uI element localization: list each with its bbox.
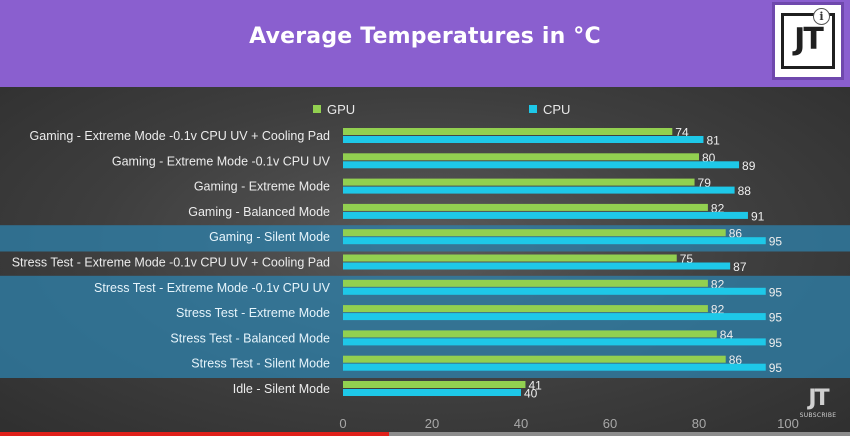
- x-tick-label: 60: [603, 416, 617, 431]
- bar-cpu: [343, 136, 704, 143]
- data-label: 41: [528, 379, 542, 393]
- data-label: 95: [769, 285, 783, 299]
- bar-cpu: [343, 338, 766, 346]
- bar-gpu: [343, 128, 673, 135]
- video-progress-bar[interactable]: [0, 432, 850, 436]
- x-tick-label: 0: [339, 416, 346, 431]
- info-icon[interactable]: i: [813, 8, 830, 25]
- watermark-logo-text: JT: [808, 386, 829, 411]
- bar-gpu: [343, 355, 726, 363]
- bar-gpu: [343, 279, 708, 287]
- category-label: Gaming - Extreme Mode: [194, 180, 330, 194]
- legend-label: CPU: [543, 102, 570, 117]
- bar-gpu: [343, 229, 726, 237]
- x-tick-label: 100: [777, 416, 799, 431]
- category-label: Gaming - Balanced Mode: [188, 205, 330, 219]
- category-label: Stress Test - Silent Mode: [191, 357, 330, 371]
- bar-gpu: [343, 203, 708, 211]
- legend-swatch: [313, 105, 321, 113]
- data-label: 88: [738, 184, 752, 198]
- category-label: Stress Test - Balanced Mode: [170, 331, 330, 345]
- data-label: 40: [524, 387, 538, 401]
- category-label: Gaming - Silent Mode: [209, 230, 330, 244]
- legend-swatch: [529, 105, 537, 113]
- category-label: Idle - Silent Mode: [233, 382, 330, 396]
- bar-gpu: [343, 178, 695, 186]
- x-tick-label: 80: [692, 416, 706, 431]
- bar-gpu: [343, 153, 699, 161]
- title-banner: Average Temperatures in °C: [0, 0, 850, 87]
- logo-frame: JT: [781, 13, 835, 69]
- bar-cpu: [343, 186, 735, 194]
- bar-cpu: [343, 287, 766, 295]
- data-label: 87: [733, 260, 747, 274]
- bar-gpu: [343, 381, 526, 388]
- category-label: Stress Test - Extreme Mode -0.1v CPU UV: [94, 281, 331, 295]
- category-label: Stress Test - Extreme Mode -0.1v CPU UV …: [12, 256, 330, 270]
- data-label: 95: [769, 361, 783, 375]
- category-label: Stress Test - Extreme Mode: [176, 306, 330, 320]
- video-progress-fill: [0, 432, 390, 436]
- chart-title: Average Temperatures in °C: [249, 24, 601, 49]
- bar-gpu: [343, 305, 708, 313]
- category-label: Gaming - Extreme Mode -0.1v CPU UV + Coo…: [30, 129, 331, 143]
- data-label: 89: [742, 159, 756, 173]
- bar-gpu: [343, 254, 677, 262]
- legend-label: GPU: [327, 102, 355, 117]
- bar-gpu: [343, 330, 717, 338]
- data-label: 95: [769, 235, 783, 249]
- bar-cpu: [343, 313, 766, 321]
- watermark-subscribe-text: SUBSCRIBE: [799, 412, 837, 419]
- bar-cpu: [343, 237, 766, 245]
- bar-cpu: [343, 363, 766, 371]
- x-tick-label: 40: [514, 416, 528, 431]
- watermark-subscribe[interactable]: JT SUBSCRIBE: [798, 386, 838, 428]
- channel-logo[interactable]: JT: [772, 2, 844, 80]
- data-label: 95: [769, 311, 783, 325]
- bar-cpu: [343, 389, 521, 396]
- bar-cpu: [343, 161, 740, 169]
- logo-text: JT: [794, 22, 824, 57]
- data-label: 81: [706, 134, 720, 148]
- bar-cpu: [343, 211, 748, 219]
- bar-cpu: [343, 262, 731, 270]
- data-label: 95: [769, 336, 783, 350]
- x-tick-label: 20: [425, 416, 439, 431]
- data-label: 91: [751, 209, 765, 223]
- category-label: Gaming - Extreme Mode -0.1v CPU UV: [112, 154, 331, 168]
